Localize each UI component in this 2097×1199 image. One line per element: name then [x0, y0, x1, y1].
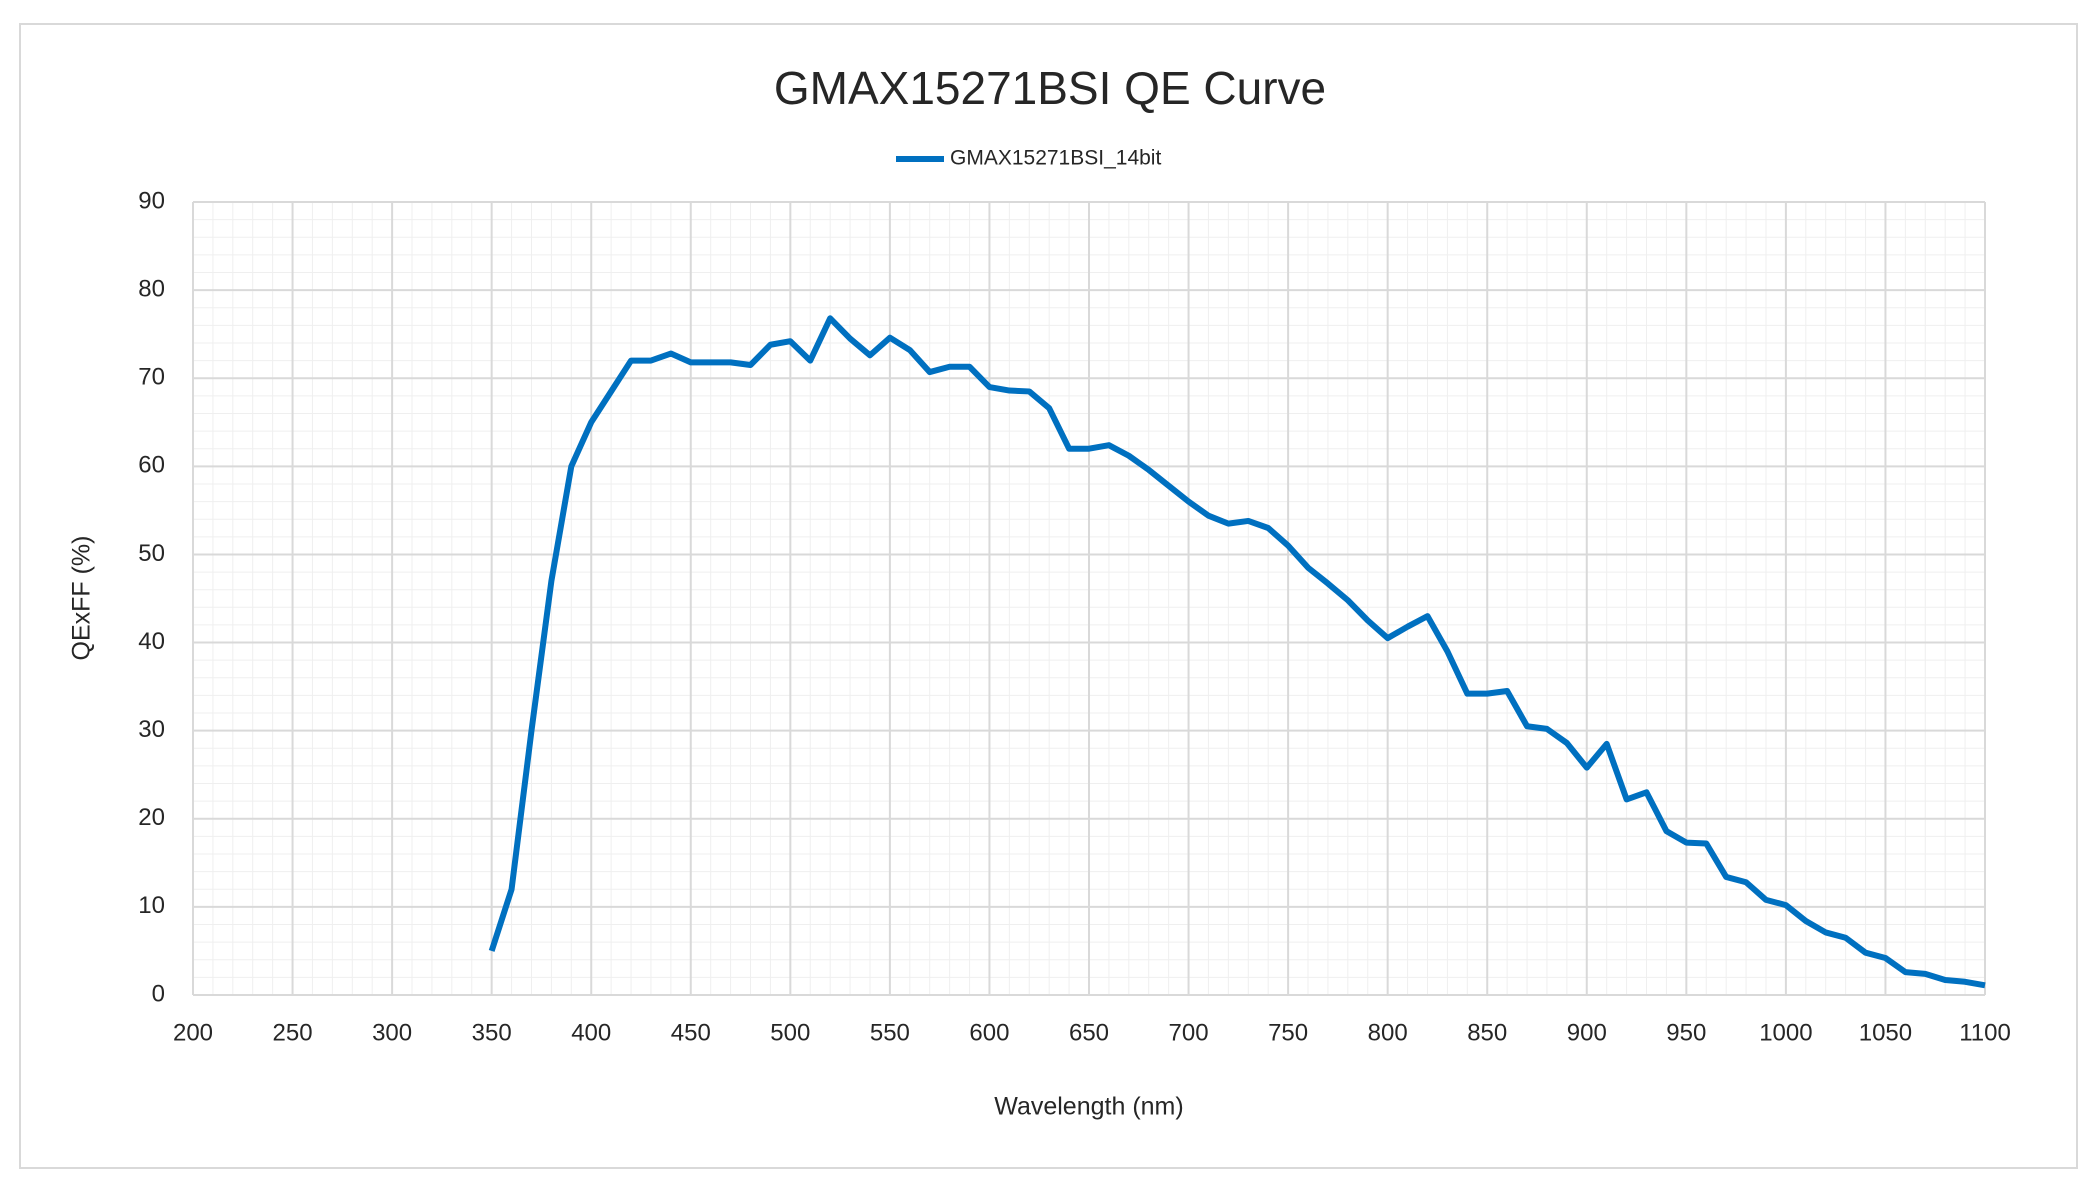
x-tick-label: 1000 — [1759, 1019, 1812, 1046]
y-axis-label: QExFF (%) — [68, 536, 96, 661]
x-tick-label: 700 — [1169, 1019, 1209, 1046]
x-tick-label: 650 — [1069, 1019, 1109, 1046]
y-tick-label: 50 — [138, 540, 165, 567]
x-tick-label: 950 — [1666, 1019, 1706, 1046]
x-tick-label: 200 — [173, 1019, 213, 1046]
chart-frame — [19, 23, 2078, 1169]
x-tick-label: 900 — [1567, 1019, 1607, 1046]
x-tick-label: 600 — [969, 1019, 1009, 1046]
x-tick-label: 750 — [1268, 1019, 1308, 1046]
y-tick-label: 10 — [138, 892, 165, 919]
x-tick-label: 800 — [1368, 1019, 1408, 1046]
y-tick-label: 40 — [138, 628, 165, 655]
y-tick-label: 80 — [138, 275, 165, 302]
legend-label: GMAX15271BSI_14bit — [950, 147, 1161, 170]
x-tick-label: 550 — [870, 1019, 910, 1046]
x-tick-label: 250 — [273, 1019, 313, 1046]
y-tick-label: 30 — [138, 716, 165, 743]
x-tick-label: 850 — [1467, 1019, 1507, 1046]
y-tick-label: 60 — [138, 452, 165, 479]
chart-title: GMAX15271BSI QE Curve — [774, 62, 1326, 114]
y-tick-label: 20 — [138, 804, 165, 831]
x-tick-label: 1050 — [1859, 1019, 1912, 1046]
x-tick-label: 500 — [770, 1019, 810, 1046]
x-tick-label: 1100 — [1959, 1019, 2011, 1046]
x-tick-label: 400 — [571, 1019, 611, 1046]
x-tick-label: 300 — [372, 1019, 412, 1046]
y-tick-label: 0 — [152, 980, 165, 1007]
y-tick-label: 70 — [138, 364, 165, 391]
x-tick-label: 350 — [472, 1019, 512, 1046]
y-tick-label: 90 — [138, 187, 165, 214]
x-axis-label: Wavelength (nm) — [994, 1093, 1183, 1121]
data-line — [488, 315, 1986, 989]
x-tick-label: 450 — [671, 1019, 711, 1046]
